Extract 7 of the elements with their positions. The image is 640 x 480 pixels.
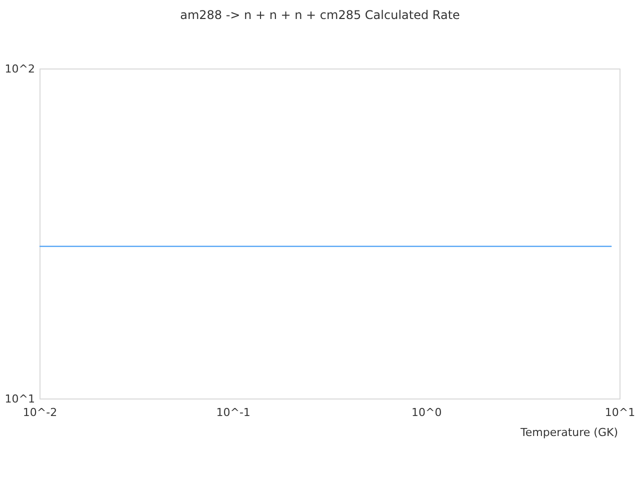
x-axis-title: Temperature (GK) bbox=[520, 426, 618, 439]
x-tick-label: 10^1 bbox=[604, 406, 636, 419]
y-tick-label: 10^2 bbox=[4, 62, 35, 76]
chart-title: am288 -> n + n + n + cm285 Calculated Rate bbox=[180, 8, 460, 22]
x-tick-label: 10^-1 bbox=[216, 406, 250, 419]
x-tick-label: 10^-2 bbox=[22, 406, 58, 419]
x-tick-label: 10^0 bbox=[412, 406, 442, 419]
